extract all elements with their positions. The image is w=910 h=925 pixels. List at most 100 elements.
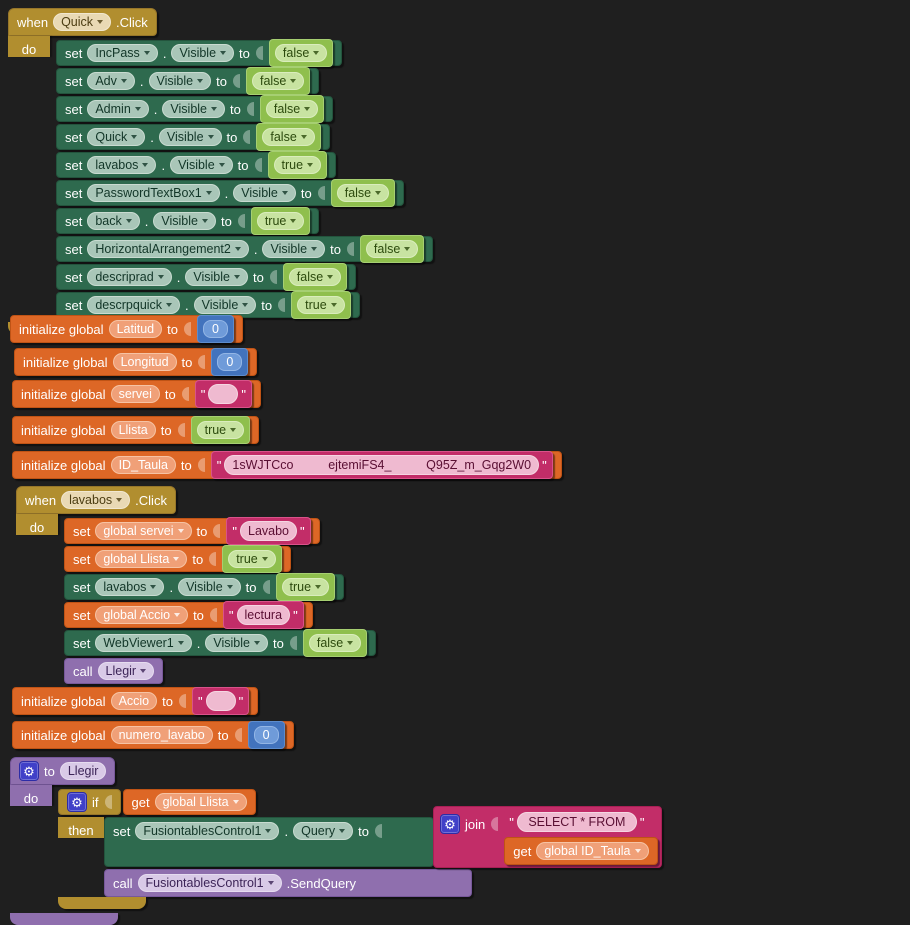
component-dropdown[interactable]: lavabos — [87, 155, 157, 175]
variable-dropdown[interactable]: global Llista — [95, 549, 188, 569]
variable-name-field[interactable]: Llista — [110, 420, 156, 440]
property-dropdown[interactable]: Visible — [205, 633, 268, 653]
logic-block[interactable]: false — [359, 235, 425, 263]
logic-dropdown[interactable]: false — [336, 183, 390, 203]
init-global-id-taula-block[interactable]: initialize global ID_Taula to " 1sWJTCco… — [12, 451, 562, 479]
component-dropdown[interactable]: IncPass — [87, 43, 158, 63]
component-dropdown[interactable]: Quick — [87, 127, 146, 147]
logic-dropdown[interactable]: true — [228, 549, 276, 569]
gear-icon[interactable]: ⚙ — [440, 814, 460, 834]
text-string-block[interactable]: " SELECT * FROM " — [504, 809, 650, 835]
set-visible-block[interactable]: set Adv . Visible to false — [56, 67, 320, 95]
variable-name-field[interactable]: ID_Taula — [110, 455, 176, 475]
logic-block[interactable]: true — [275, 573, 336, 601]
logic-dropdown[interactable]: false — [308, 633, 362, 653]
component-dropdown[interactable]: back — [87, 211, 140, 231]
component-dropdown[interactable]: PasswordTextBox1 — [87, 183, 220, 203]
procedure-dropdown[interactable]: Llegir — [97, 661, 155, 681]
variable-dropdown[interactable]: global ID_Taula — [536, 841, 649, 861]
logic-block[interactable]: false — [282, 263, 348, 291]
get-global-llista-block[interactable]: get global Llista — [122, 789, 256, 815]
procedure-header[interactable]: ⚙ to Llegir — [10, 757, 116, 785]
logic-block[interactable]: true — [250, 207, 311, 235]
text-value-field[interactable]: 1sWJTCco ejtemiFS4_ Q95Z_m_Gqg2W0 — [224, 455, 540, 475]
logic-block[interactable]: true — [222, 545, 282, 573]
variable-dropdown[interactable]: global Accio — [95, 605, 189, 625]
gear-icon[interactable]: ⚙ — [67, 792, 87, 812]
init-global-llista-block[interactable]: initialize global Llista to true — [12, 416, 260, 444]
logic-block[interactable]: false — [256, 123, 321, 151]
text-value-field[interactable] — [208, 384, 239, 404]
procedure-llegir-block[interactable]: ⚙ to Llegir do ⚙ if get global Llista th… — [10, 757, 472, 925]
set-visible-block[interactable]: set IncPass . Visible to false — [56, 39, 343, 67]
init-global-longitud-block[interactable]: initialize global Longitud to 0 — [14, 348, 258, 376]
logic-dropdown[interactable]: false — [274, 43, 328, 63]
logic-dropdown[interactable]: true — [273, 155, 322, 175]
component-dropdown[interactable]: descrpquick — [87, 295, 181, 315]
set-global-servei-block[interactable]: set global servei to " Lavabo " — [64, 517, 320, 545]
property-dropdown[interactable]: Visible — [193, 295, 257, 315]
init-global-numero-lavabo-block[interactable]: initialize global numero_lavabo to 0 — [12, 721, 294, 749]
logic-dropdown[interactable]: true — [196, 420, 245, 440]
component-dropdown[interactable]: FusiontablesControl1 — [137, 873, 282, 893]
logic-dropdown[interactable]: true — [256, 211, 305, 231]
text-value-field[interactable] — [205, 691, 236, 711]
logic-dropdown[interactable]: false — [265, 99, 319, 119]
set-visible-block[interactable]: set back . Visible to true — [56, 207, 320, 235]
property-dropdown[interactable]: Visible — [153, 211, 216, 231]
logic-block[interactable]: false — [259, 95, 325, 123]
component-dropdown[interactable]: Quick — [53, 12, 112, 32]
text-string-block[interactable]: " " — [194, 380, 252, 408]
number-block[interactable]: 0 — [247, 721, 285, 749]
logic-dropdown[interactable]: true — [297, 295, 345, 315]
text-string-block[interactable]: " Lavabo " — [226, 517, 311, 545]
number-value[interactable]: 0 — [202, 319, 228, 339]
get-global-id-taula-block[interactable]: get global ID_Taula — [504, 837, 658, 865]
when-lavabos-click-block[interactable]: when lavabos .Click do set global servei… — [16, 486, 377, 700]
set-visible-block[interactable]: set PasswordTextBox1 . Visible to false — [56, 179, 405, 207]
number-value[interactable]: 0 — [253, 725, 279, 745]
procedure-name-field[interactable]: Llegir — [59, 761, 107, 781]
call-sendquery-block[interactable]: call FusiontablesControl1 .SendQuery — [104, 869, 472, 897]
event-header[interactable]: when Quick .Click — [8, 8, 157, 36]
set-global-accio-block[interactable]: set global Accio to " lectura " — [64, 601, 313, 629]
property-dropdown[interactable]: Query — [293, 821, 354, 841]
set-visible-block[interactable]: set Admin . Visible to false — [56, 95, 334, 123]
variable-name-field[interactable]: Longitud — [112, 352, 177, 372]
component-dropdown[interactable]: Admin — [87, 99, 149, 119]
set-visible-block[interactable]: set WebViewer1 . Visible to false — [64, 629, 377, 657]
property-dropdown[interactable]: Visible — [158, 127, 222, 147]
component-dropdown[interactable]: Adv — [87, 71, 135, 91]
component-dropdown[interactable]: HorizontalArrangement2 — [87, 239, 249, 259]
set-visible-block[interactable]: set descriprad . Visible to false — [56, 263, 357, 291]
number-block[interactable]: 0 — [196, 315, 234, 343]
logic-block[interactable]: false — [245, 67, 311, 95]
set-visible-block[interactable]: set lavabos . Visible to true — [64, 573, 345, 601]
property-dropdown[interactable]: Visible — [262, 239, 326, 259]
variable-dropdown[interactable]: global Llista — [154, 792, 247, 812]
logic-dropdown[interactable]: false — [262, 127, 315, 147]
component-dropdown[interactable]: FusiontablesControl1 — [135, 821, 280, 841]
event-header[interactable]: when lavabos .Click — [16, 486, 176, 514]
join-block[interactable]: ⚙ join " SELECT * FROM " get global ID_T… — [433, 806, 662, 868]
property-dropdown[interactable]: Visible — [233, 183, 296, 203]
property-dropdown[interactable]: Visible — [171, 43, 235, 63]
logic-dropdown[interactable]: false — [365, 239, 419, 259]
text-string-block[interactable]: " " — [191, 687, 250, 715]
property-dropdown[interactable]: Visible — [178, 577, 241, 597]
number-block[interactable]: 0 — [211, 348, 249, 376]
set-visible-block[interactable]: set HorizontalArrangement2 . Visible to … — [56, 235, 434, 263]
set-global-llista-block[interactable]: set global Llista to true — [64, 545, 291, 573]
logic-block[interactable]: true — [291, 291, 351, 319]
init-global-accio-block[interactable]: initialize global Accio to " " — [12, 687, 259, 715]
variable-name-field[interactable]: servei — [110, 384, 160, 404]
variable-name-field[interactable]: Accio — [110, 691, 158, 711]
property-dropdown[interactable]: Visible — [185, 267, 248, 287]
number-value[interactable]: 0 — [217, 352, 243, 372]
text-string-block[interactable]: " 1sWJTCco ejtemiFS4_ Q95Z_m_Gqg2W0 " — [210, 451, 553, 479]
logic-dropdown[interactable]: false — [251, 71, 305, 91]
when-quick-click-block[interactable]: when Quick .Click do set IncPass . Visib… — [8, 8, 434, 334]
text-value-field[interactable]: SELECT * FROM — [516, 812, 637, 832]
component-dropdown[interactable]: lavabos — [95, 577, 165, 597]
init-global-servei-block[interactable]: initialize global servei to " " — [12, 380, 261, 408]
